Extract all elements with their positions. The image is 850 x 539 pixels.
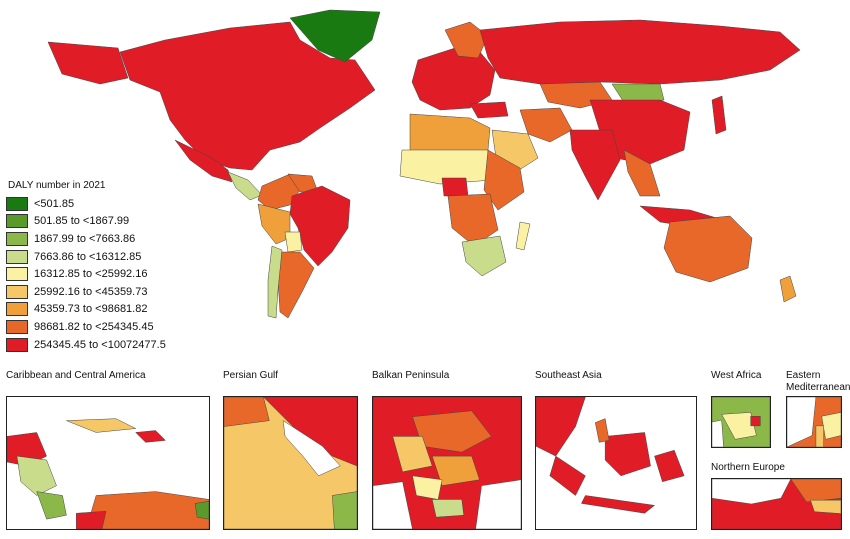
region-mongolia: [611, 83, 665, 105]
legend-label: 45359.73 to <98681.82: [34, 303, 148, 316]
legend-label: 501.85 to <1867.99: [34, 215, 130, 228]
region-greenland: [289, 9, 381, 63]
legend-label: <501.85: [34, 197, 75, 210]
legend-row: 254345.45 to <10072477.5: [6, 336, 206, 354]
region-madagascar: [515, 221, 531, 251]
region-chile: [267, 245, 283, 319]
region-europe: [411, 47, 496, 111]
region-southern-africa: [461, 235, 507, 277]
legend-row: 98681.82 to <254345.45: [6, 318, 206, 336]
inset-title-caribbean: Caribbean and Central America: [6, 370, 146, 381]
inset-title-west-africa: West Africa: [711, 370, 762, 381]
region-australia: [663, 215, 753, 283]
inset-west-africa: [711, 396, 771, 448]
legend-label: 16312.85 to <25992.16: [34, 268, 148, 281]
region-new-zealand: [779, 275, 797, 303]
map-legend: DALY number in 2021 <501.85 501.85 to <1…: [6, 180, 206, 353]
inset-persian-gulf: [223, 396, 358, 530]
region-east-africa: [483, 149, 525, 211]
legend-swatch: [6, 337, 28, 352]
region-central-america: [227, 171, 263, 201]
inset-southeast-asia: [535, 396, 697, 530]
inset-title-southeast-asia: Southeast Asia: [535, 370, 602, 381]
legend-swatch: [6, 267, 28, 282]
legend-label: 25992.16 to <45359.73: [34, 285, 148, 298]
legend-row: 25992.16 to <45359.73: [6, 283, 206, 301]
legend-swatch: [6, 196, 28, 211]
region-russia: [479, 19, 801, 85]
legend-swatch: [6, 319, 28, 334]
inset-title-northern-europe: Northern Europe: [711, 462, 785, 473]
region-alaska: [47, 41, 129, 85]
legend-label: 254345.45 to <10072477.5: [34, 338, 166, 351]
legend-swatch: [6, 214, 28, 229]
region-bolivia: [284, 231, 303, 253]
region-mexico: [174, 139, 233, 183]
legend-swatch: [6, 284, 28, 299]
legend-row: 1867.99 to <7663.86: [6, 230, 206, 248]
legend-row: 7663.86 to <16312.85: [6, 248, 206, 266]
region-iran: [519, 107, 573, 143]
legend-row: <501.85: [6, 195, 206, 213]
inset-title-balkan: Balkan Peninsula: [372, 370, 450, 381]
legend-swatch: [6, 231, 28, 246]
region-turkey: [469, 101, 509, 119]
region-brazil: [289, 185, 351, 267]
region-peru: [257, 203, 291, 245]
inset-title-eastern-mediterranean-text: Eastern Mediterranean: [786, 370, 850, 393]
inset-eastern-mediterranean: [786, 396, 842, 448]
region-argentina: [277, 251, 315, 319]
inset-title-eastern-mediterranean: Eastern Mediterranean: [786, 370, 850, 394]
legend-label: 1867.99 to <7663.86: [34, 232, 136, 245]
legend-swatch: [6, 249, 28, 264]
region-scandinavia: [444, 21, 489, 59]
region-north-america: [119, 21, 376, 171]
region-japan: [711, 95, 727, 135]
inset-caribbean: [6, 396, 210, 530]
legend-row: 45359.73 to <98681.82: [6, 301, 206, 319]
world-map: [47, 9, 801, 319]
legend-swatch: [6, 302, 28, 317]
legend-title: DALY number in 2021: [8, 180, 106, 191]
region-southeast-asia: [623, 149, 661, 197]
legend-label: 98681.82 to <254345.45: [34, 320, 154, 333]
region-india: [569, 129, 621, 201]
legend-row: 501.85 to <1867.99: [6, 213, 206, 231]
inset-title-persian-gulf: Persian Gulf: [223, 370, 279, 381]
legend-label: 7663.86 to <16312.85: [34, 250, 142, 263]
region-nigeria: [441, 177, 469, 197]
inset-balkan: [372, 396, 522, 530]
legend-row: 16312.85 to <25992.16: [6, 265, 206, 283]
inset-northern-europe: [711, 478, 842, 530]
